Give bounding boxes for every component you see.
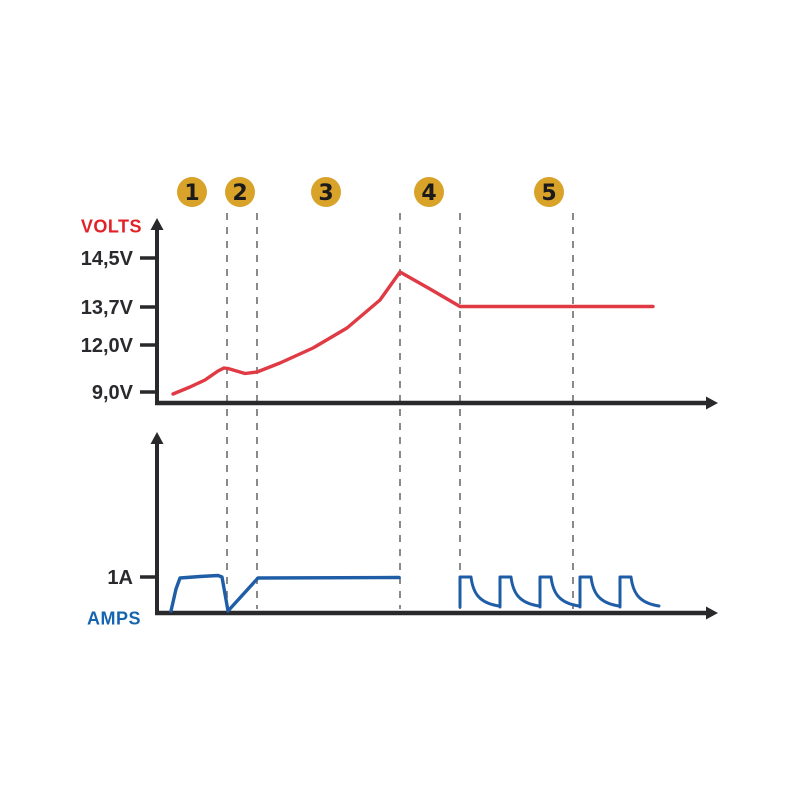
stage-badge [534, 177, 564, 207]
amps-y-axis-arrowhead-icon [150, 432, 164, 444]
volts-tick-label: 12,0V [81, 335, 134, 357]
amps-tick-label: 1A [107, 567, 133, 589]
battery-voltage-curve [171, 270, 655, 396]
current-pulse-train-curve [458, 575, 661, 609]
volts-tick-label: 14,5V [81, 248, 134, 270]
stage-badge [414, 177, 444, 207]
volts-y-axis-arrowhead-icon [150, 218, 164, 230]
volts-axis-label: VOLTS [81, 216, 142, 236]
stage-badge-number: 2 [232, 181, 247, 206]
stage-badge-number: 5 [541, 181, 556, 206]
amps-axis-label: AMPS [87, 608, 141, 628]
amps-x-axis-arrowhead-icon [706, 606, 718, 620]
volts-tick-label: 9,0V [92, 382, 134, 404]
stage-badge [225, 177, 255, 207]
stage-badge-number: 1 [184, 181, 199, 206]
charging-current-curve [169, 573, 401, 613]
stage-badge-number: 4 [421, 181, 436, 206]
volts-x-axis-arrowhead-icon [706, 396, 718, 410]
volts-tick-label: 13,7V [81, 297, 134, 319]
stage-badge [177, 177, 207, 207]
stage-badge-number: 3 [318, 181, 333, 206]
stage-badge [311, 177, 341, 207]
